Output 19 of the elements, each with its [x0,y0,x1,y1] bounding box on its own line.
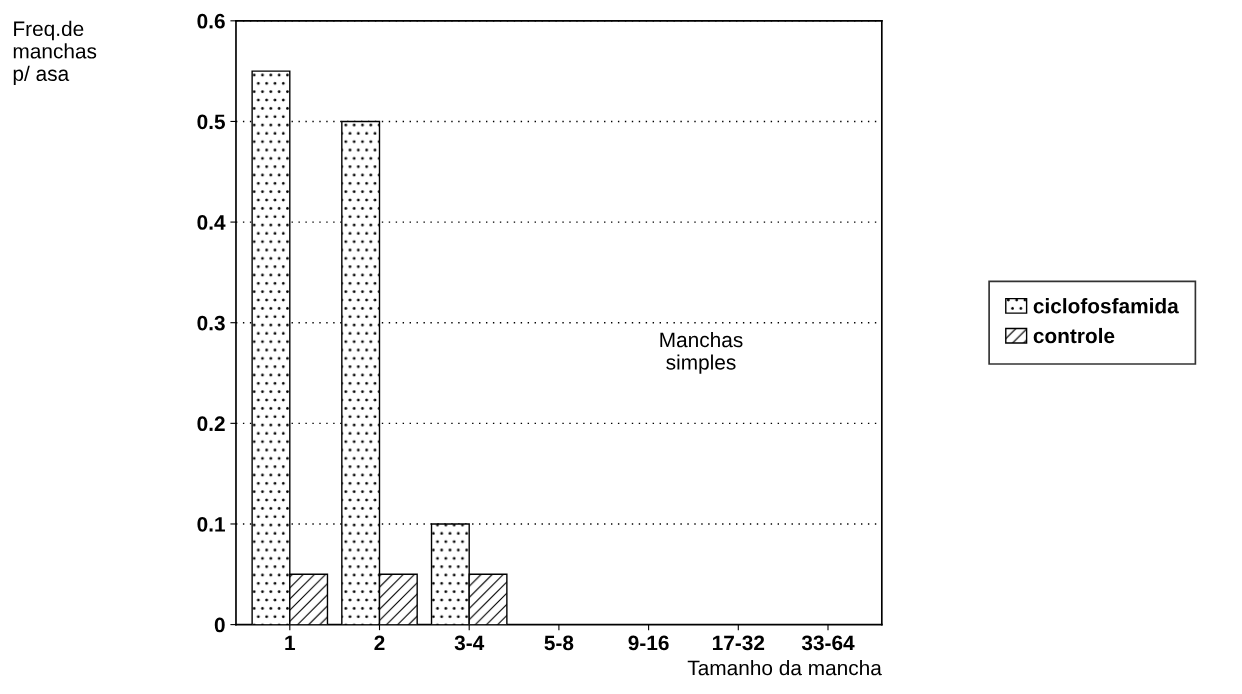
legend-label: controle [1033,327,1115,344]
y-tick-label: 0.5 [197,114,225,130]
x-tick-label: 9-16 [628,635,669,651]
x-tick-label: 17-32 [712,635,765,651]
x-tick-label: 5-8 [544,635,574,651]
y-tick-label: 0.4 [197,215,226,230]
x-tick-label: 33-64 [801,635,855,651]
y-tick-label: 0.1 [197,516,225,532]
x-tick-label: 3-4 [454,635,485,651]
x-tick-label: 1 [285,635,296,651]
y-axis-title: Freq.de manchas p/ asa [13,20,97,86]
y-tick-label: 0.6 [197,13,225,29]
y-tick-label: 0.3 [197,315,225,331]
y-tick-label: 0 [214,617,225,633]
x-axis-title: Tamanho da mancha [687,659,882,676]
x-tick-label: 2 [374,635,385,651]
legend-label: ciclofosfamida [1033,298,1179,314]
y-tick-label: 0.2 [197,416,225,432]
annotation: Manchas simples [660,331,743,374]
